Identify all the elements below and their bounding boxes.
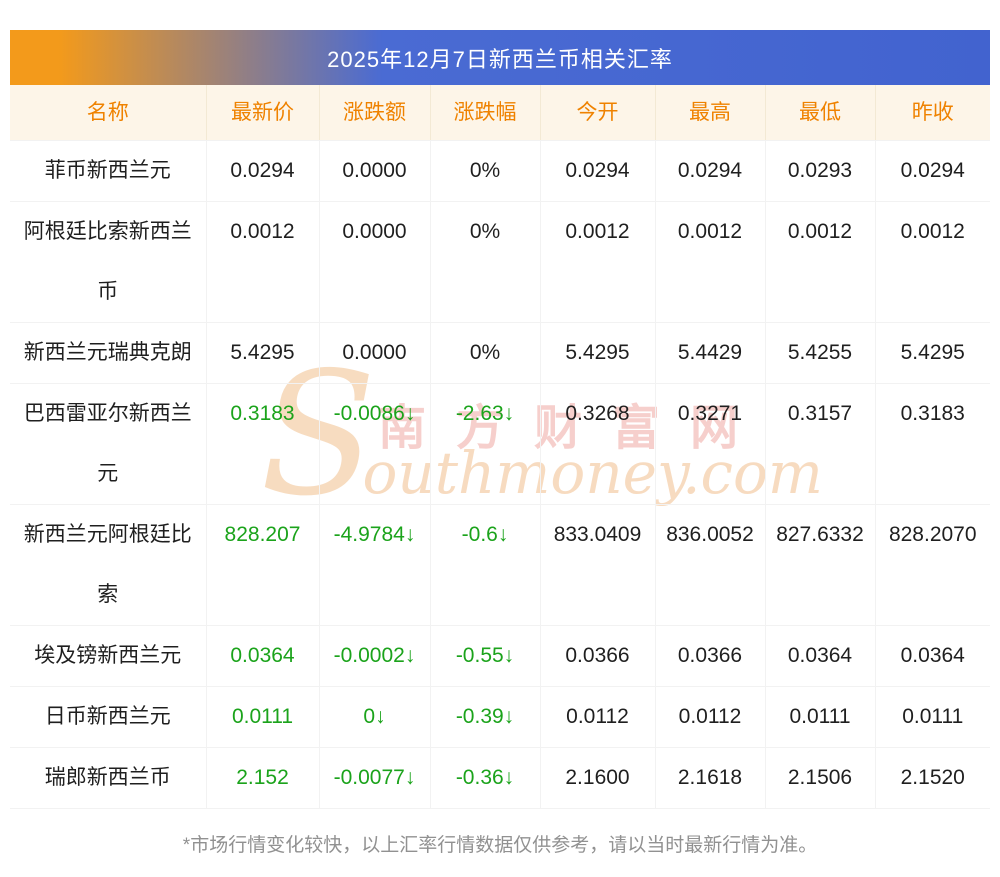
rate-value: 0.0012 bbox=[206, 201, 320, 323]
rate-value: 0% bbox=[430, 140, 541, 202]
rate-value: 2.152 bbox=[206, 747, 320, 809]
rate-value: -0.0077↓ bbox=[319, 747, 431, 809]
rate-value: 828.207 bbox=[206, 504, 320, 626]
rate-value: 2.1600 bbox=[540, 747, 656, 809]
rate-value: 0.0294 bbox=[875, 140, 990, 202]
rate-value: 828.2070 bbox=[875, 504, 990, 626]
rate-value: 0.0012 bbox=[765, 201, 876, 323]
column-header-high: 最高 bbox=[655, 85, 766, 141]
rate-value: 0.0012 bbox=[655, 201, 766, 323]
column-header-change: 涨跌额 bbox=[319, 85, 431, 141]
currency-pair-name: 新西兰元瑞典克朗 bbox=[10, 322, 207, 384]
rate-value: 0.0366 bbox=[540, 625, 656, 687]
rate-value: 0.0112 bbox=[540, 686, 656, 748]
rate-value: 5.4429 bbox=[655, 322, 766, 384]
page-title-bar: 2025年12月7日新西兰币相关汇率 bbox=[10, 30, 990, 85]
rate-value: 0.0364 bbox=[875, 625, 990, 687]
rate-value: 0.0012 bbox=[540, 201, 656, 323]
rate-value: 836.0052 bbox=[655, 504, 766, 626]
disclaimer-footnote: *市场行情变化较快，以上汇率行情数据仅供参考，请以当时最新行情为准。 bbox=[182, 835, 818, 856]
rate-value: 0.0111 bbox=[875, 686, 990, 748]
rate-value: -2.63↓ bbox=[430, 383, 541, 505]
rate-value: 0.0112 bbox=[655, 686, 766, 748]
rate-value: 0.0294 bbox=[206, 140, 320, 202]
rate-value: -0.6↓ bbox=[430, 504, 541, 626]
table-row: 阿根廷比索新西兰币 0.0012 0.0000 0% 0.0012 0.0012 0.001… bbox=[10, 201, 990, 323]
table-row: 新西兰元瑞典克朗 5.4295 0.0000 0% 5.4295 5.4429 5.4255… bbox=[10, 322, 990, 384]
currency-pair-name: 菲币新西兰元 bbox=[10, 140, 207, 202]
rate-value: 0.0012 bbox=[875, 201, 990, 323]
currency-pair-name: 埃及镑新西兰元 bbox=[10, 625, 207, 687]
page-title: 2025年12月7日新西兰币相关汇率 bbox=[327, 46, 673, 72]
rate-value: -0.39↓ bbox=[430, 686, 541, 748]
rate-value: 0.3183 bbox=[206, 383, 320, 505]
table-row: 瑞郎新西兰币 2.152 -0.0077↓ -0.36↓ 2.1600 2.1618 2.1… bbox=[10, 747, 990, 809]
table-row: 埃及镑新西兰元 0.0364 -0.0002↓ -0.55↓ 0.0366 0.0366 0… bbox=[10, 625, 990, 687]
column-header-low: 最低 bbox=[765, 85, 876, 141]
rate-value: 0.0000 bbox=[319, 322, 431, 384]
rate-value: 2.1618 bbox=[655, 747, 766, 809]
rate-value: 0.0294 bbox=[540, 140, 656, 202]
rate-value: -4.9784↓ bbox=[319, 504, 431, 626]
rate-value: 5.4295 bbox=[206, 322, 320, 384]
rate-value: 827.6332 bbox=[765, 504, 876, 626]
rate-value: 0.0000 bbox=[319, 140, 431, 202]
rate-value: 0.0000 bbox=[319, 201, 431, 323]
rate-value: 0.3271 bbox=[655, 383, 766, 505]
rate-value: 0.0293 bbox=[765, 140, 876, 202]
currency-pair-name: 巴西雷亚尔新西兰元 bbox=[10, 383, 207, 505]
rate-value: 833.0409 bbox=[540, 504, 656, 626]
rate-value: 0.3157 bbox=[765, 383, 876, 505]
table-body: 菲币新西兰元 0.0294 0.0000 0% 0.0294 0.0294 0.0293 0.… bbox=[10, 140, 990, 809]
rate-value: 0.0364 bbox=[206, 625, 320, 687]
currency-pair-name: 新西兰元阿根廷比索 bbox=[10, 504, 207, 626]
table-header-row: 名称 最新价 涨跌额 涨跌幅 今开 最高 最低 昨收 bbox=[10, 85, 990, 141]
exchange-rate-table: 名称 最新价 涨跌额 涨跌幅 今开 最高 最低 昨收 菲币新西兰元 0.0294 0… bbox=[10, 85, 990, 809]
table-row: 巴西雷亚尔新西兰元 0.3183 -0.0086↓ -2.63↓ 0.3268 0.327… bbox=[10, 383, 990, 505]
rate-value: 0% bbox=[430, 201, 541, 323]
rate-value: 0.0294 bbox=[655, 140, 766, 202]
currency-pair-name: 阿根廷比索新西兰币 bbox=[10, 201, 207, 323]
rate-value: -0.55↓ bbox=[430, 625, 541, 687]
rate-value: 5.4255 bbox=[765, 322, 876, 384]
rate-value: -0.0086↓ bbox=[319, 383, 431, 505]
table-row: 日币新西兰元 0.0111 0↓ -0.39↓ 0.0112 0.0112 0.0111 0.… bbox=[10, 686, 990, 748]
rate-value: 0.0111 bbox=[765, 686, 876, 748]
rate-value: 0.0111 bbox=[206, 686, 320, 748]
rate-value: 0.3183 bbox=[875, 383, 990, 505]
rate-value: 0% bbox=[430, 322, 541, 384]
rate-value: 0.3268 bbox=[540, 383, 656, 505]
rate-value: 0.0366 bbox=[655, 625, 766, 687]
rate-value: -0.0002↓ bbox=[319, 625, 431, 687]
rate-value: 0.0364 bbox=[765, 625, 876, 687]
rate-value: 5.4295 bbox=[540, 322, 656, 384]
column-header-name: 名称 bbox=[10, 85, 207, 141]
column-header-latest: 最新价 bbox=[206, 85, 320, 141]
rate-value: 2.1520 bbox=[875, 747, 990, 809]
column-header-open: 今开 bbox=[540, 85, 656, 141]
column-header-change-pct: 涨跌幅 bbox=[430, 85, 541, 141]
rate-value: 2.1506 bbox=[765, 747, 876, 809]
currency-pair-name: 日币新西兰元 bbox=[10, 686, 207, 748]
column-header-prev-close: 昨收 bbox=[875, 85, 990, 141]
table-row: 新西兰元阿根廷比索 828.207 -4.9784↓ -0.6↓ 833.0409 836… bbox=[10, 504, 990, 626]
rate-value: 0↓ bbox=[319, 686, 431, 748]
rate-value: 5.4295 bbox=[875, 322, 990, 384]
rate-value: -0.36↓ bbox=[430, 747, 541, 809]
table-row: 菲币新西兰元 0.0294 0.0000 0% 0.0294 0.0294 0.0293 0.… bbox=[10, 140, 990, 202]
currency-pair-name: 瑞郎新西兰币 bbox=[10, 747, 207, 809]
